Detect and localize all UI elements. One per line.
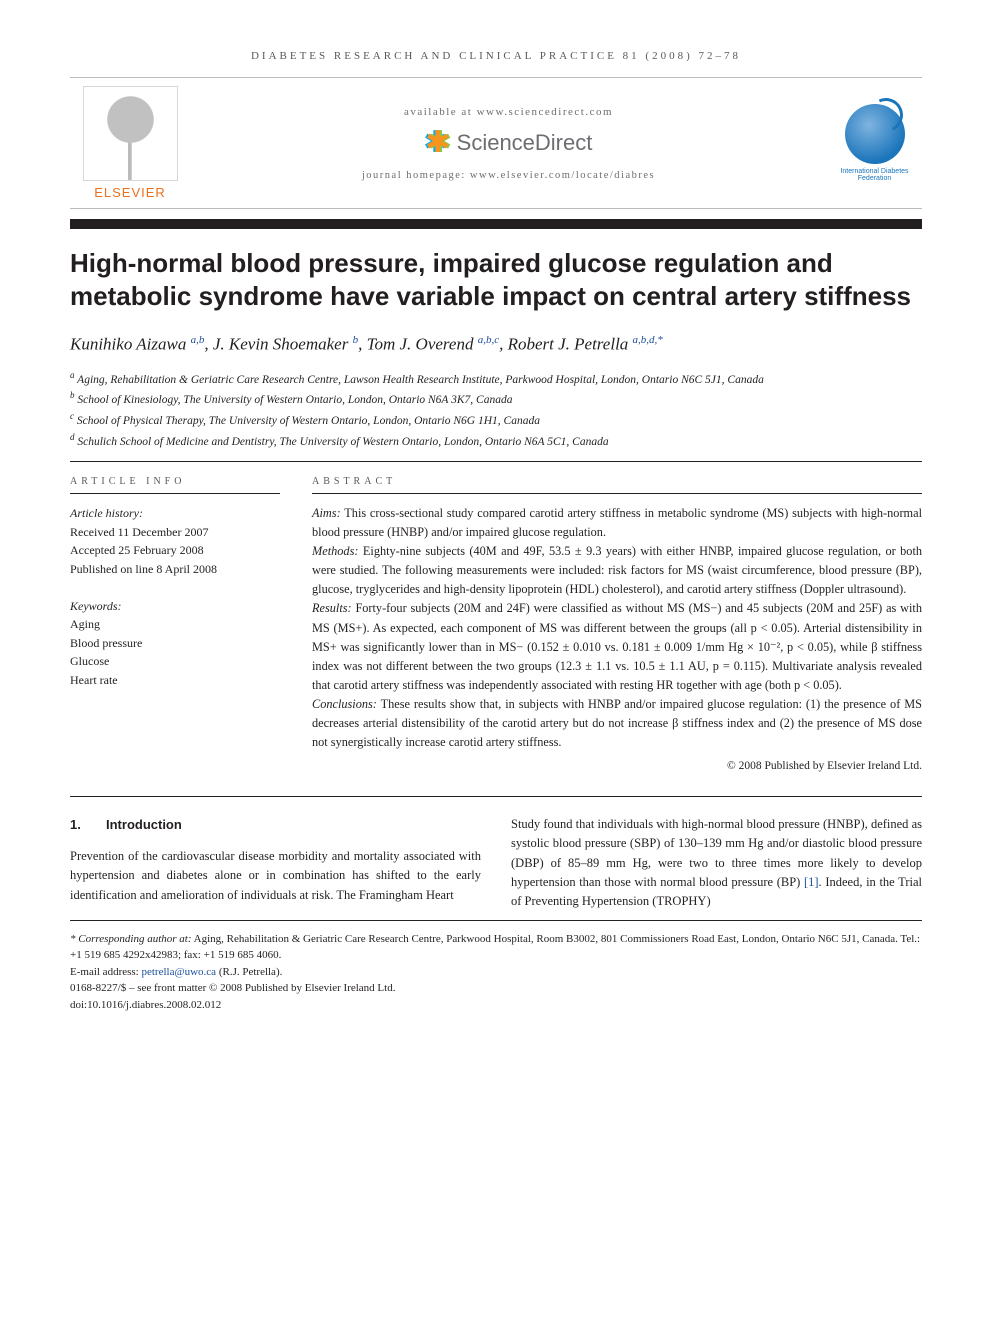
results-text: Forty-four subjects (20M and 24F) were c… (312, 601, 922, 691)
running-head: DIABETES RESEARCH AND CLINICAL PRACTICE … (70, 50, 922, 62)
methods-text: Eighty-nine subjects (40M and 49F, 53.5 … (312, 544, 922, 596)
info-abstract-row: ARTICLE INFO Article history: Received 1… (70, 476, 922, 772)
idf-globe-icon (845, 104, 905, 164)
article-title: High-normal blood pressure, impaired glu… (70, 247, 922, 312)
abstract-label: ABSTRACT (312, 476, 922, 494)
history-line: Accepted 25 February 2008 (70, 541, 280, 560)
journal-homepage-line: journal homepage: www.elsevier.com/locat… (190, 170, 827, 181)
article-info-column: ARTICLE INFO Article history: Received 1… (70, 476, 280, 772)
history-heading: Article history: (70, 504, 280, 523)
aims-text: This cross-sectional study compared caro… (312, 506, 922, 539)
author-affiliation-marks: a,b,c (478, 334, 499, 346)
sciencedirect-wordmark: ScienceDirect (457, 130, 593, 156)
email-link[interactable]: petrella@uwo.ca (141, 966, 216, 978)
sciencedirect-logo: ScienceDirect (425, 130, 593, 156)
email-tail: (R.J. Petrella). (216, 966, 282, 978)
right-column: Study found that individuals with high-n… (511, 815, 922, 912)
society-name: International Diabetes Federation (827, 168, 922, 182)
affiliation-mark: a (70, 370, 75, 380)
affiliations: a Aging, Rehabilitation & Geriatric Care… (70, 369, 922, 452)
issn-line: 0168-8227/$ – see front matter © 2008 Pu… (70, 980, 922, 997)
conclusions-text: These results show that, in subjects wit… (312, 697, 922, 749)
section-title: Introduction (106, 817, 182, 832)
doi-line: doi:10.1016/j.diabres.2008.02.012 (70, 997, 922, 1014)
keywords-heading: Keywords: (70, 597, 280, 616)
author-affiliation-marks: a,b,d,* (633, 334, 663, 346)
available-line: available at www.sciencedirect.com (190, 106, 827, 118)
history-line: Received 11 December 2007 (70, 523, 280, 542)
keyword: Glucose (70, 652, 280, 671)
affiliation-line: c School of Physical Therapy, The Univer… (70, 410, 922, 431)
aims-heading: Aims: (312, 506, 341, 520)
publisher-block: ELSEVIER (70, 86, 190, 200)
email-line: E-mail address: petrella@uwo.ca (R.J. Pe… (70, 964, 922, 981)
masthead: ELSEVIER available at www.sciencedirect.… (70, 77, 922, 209)
section-number: 1. (70, 815, 106, 835)
corr-text: Aging, Rehabilitation & Geriatric Care R… (70, 933, 920, 962)
left-column: 1.Introduction Prevention of the cardiov… (70, 815, 481, 912)
author-name: J. Kevin Shoemaker (213, 335, 353, 354)
elsevier-tree-icon (83, 86, 178, 181)
citation-link[interactable]: [1] (804, 875, 819, 889)
masthead-center: available at www.sciencedirect.com Scien… (190, 106, 827, 181)
sciencedirect-burst-icon (425, 130, 451, 156)
affiliation-mark: d (70, 432, 75, 442)
conclusions-heading: Conclusions: (312, 697, 377, 711)
keywords-block: Keywords: Aging Blood pressure Glucose H… (70, 597, 280, 690)
article-history: Article history: Received 11 December 20… (70, 504, 280, 578)
footnotes: * Corresponding author at: Aging, Rehabi… (70, 920, 922, 1014)
author-name: Robert J. Petrella (508, 335, 633, 354)
email-label: E-mail address: (70, 966, 141, 978)
abstract-copyright: © 2008 Published by Elsevier Ireland Ltd… (312, 760, 922, 772)
keyword: Aging (70, 615, 280, 634)
keyword: Blood pressure (70, 634, 280, 653)
author-name: Kunihiko Aizawa (70, 335, 191, 354)
affiliation-line: b School of Kinesiology, The University … (70, 389, 922, 410)
abstract-body: Aims: This cross-sectional study compare… (312, 504, 922, 752)
divider (70, 461, 922, 462)
author-affiliation-marks: b (353, 334, 359, 346)
results-heading: Results: (312, 601, 352, 615)
body-columns: 1.Introduction Prevention of the cardiov… (70, 815, 922, 912)
affiliation-line: d Schulich School of Medicine and Dentis… (70, 431, 922, 452)
affiliation-line: a Aging, Rehabilitation & Geriatric Care… (70, 369, 922, 390)
author-affiliation-marks: a,b (191, 334, 205, 346)
section-heading: 1.Introduction (70, 815, 481, 835)
affiliation-mark: c (70, 411, 74, 421)
author-name: Tom J. Overend (367, 335, 478, 354)
history-line: Published on line 8 April 2008 (70, 560, 280, 579)
keyword: Heart rate (70, 671, 280, 690)
publisher-name: ELSEVIER (94, 185, 166, 200)
body-divider (70, 796, 922, 797)
article-info-label: ARTICLE INFO (70, 476, 280, 494)
corr-label: * Corresponding author at: (70, 933, 192, 945)
abstract-column: ABSTRACT Aims: This cross-sectional stud… (312, 476, 922, 772)
corresponding-author: * Corresponding author at: Aging, Rehabi… (70, 931, 922, 964)
affiliation-mark: b (70, 390, 75, 400)
society-block: International Diabetes Federation (827, 104, 922, 182)
body-paragraph: Study found that individuals with high-n… (511, 815, 922, 912)
title-rule (70, 219, 922, 229)
body-paragraph: Prevention of the cardiovascular disease… (70, 847, 481, 905)
author-line: Kunihiko Aizawa a,b, J. Kevin Shoemaker … (70, 334, 922, 355)
methods-heading: Methods: (312, 544, 358, 558)
